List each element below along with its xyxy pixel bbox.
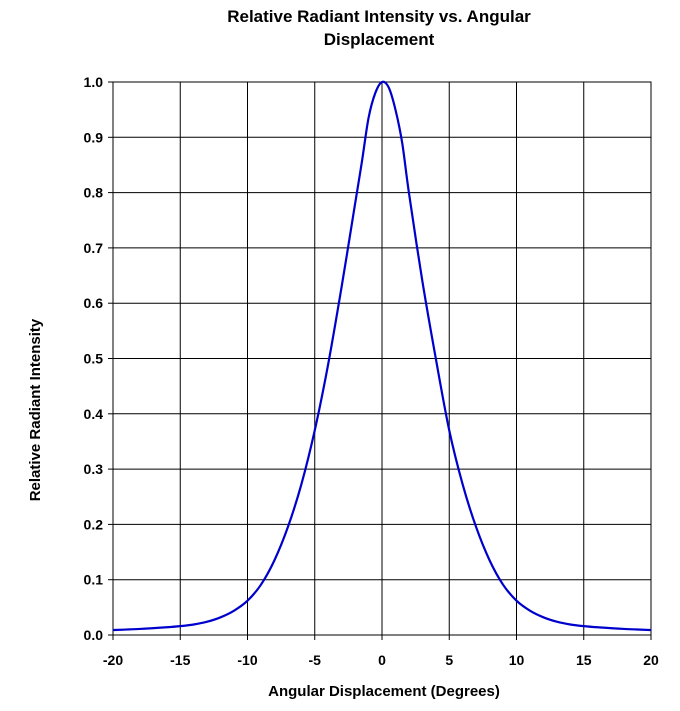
x-tick-label: 10 [509,652,525,668]
y-tick-label: 0.1 [84,572,104,588]
y-axis-title: Relative Radiant Intensity [27,318,44,501]
y-tick-label: 0.9 [84,129,104,145]
y-axis-ticks: 0.0 0.1 0.2 0.3 0.4 0.5 0.6 0.7 0.8 0.9 1.0 [84,74,113,643]
x-axis-ticks: -20 -15 -10 -5 0 5 10 15 20 [103,635,659,668]
series-line [112,80,652,632]
chart-title-line-1: Relative Radiant Intensity vs. Angular [227,7,531,26]
y-tick-label: 0.7 [84,240,104,256]
y-tick-label: 1.0 [84,74,104,90]
x-tick-label: 20 [643,652,659,668]
gridlines [112,81,652,636]
x-axis-title: Angular Displacement (Degrees) [268,683,500,700]
y-tick-label: 0.8 [84,185,104,201]
y-tick-label: 0.5 [84,351,104,367]
x-tick-label: 0 [378,652,386,668]
x-tick-label: -5 [309,652,322,668]
y-tick-label: 0.3 [84,461,104,477]
y-tick-label: 0.2 [84,516,104,532]
x-tick-label: 5 [445,652,453,668]
x-tick-label: -10 [237,652,257,668]
y-tick-label: 0.6 [84,295,104,311]
x-tick-label: 15 [576,652,592,668]
y-tick-label: 0.0 [84,627,104,643]
x-tick-label: -20 [103,652,123,668]
series-layer [112,80,652,632]
y-tick-label: 0.4 [84,406,104,422]
x-tick-label: -15 [170,652,190,668]
chart-title-line-2: Displacement [324,30,435,49]
